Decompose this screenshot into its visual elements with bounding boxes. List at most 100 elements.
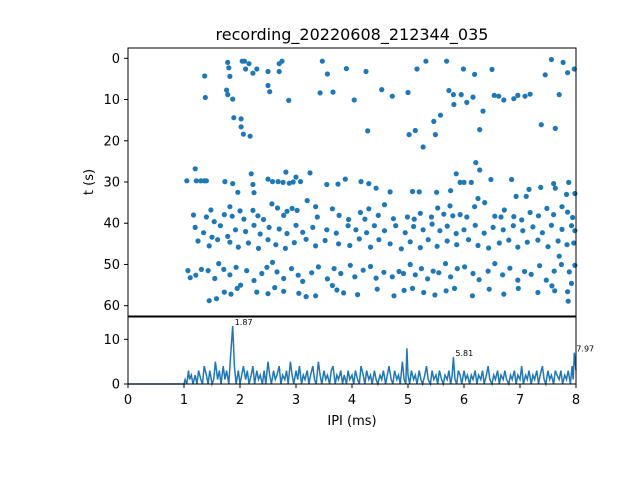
scatter-point (538, 184, 544, 190)
scatter-point (477, 167, 483, 173)
scatter-point (184, 178, 190, 184)
scatter-point (367, 263, 374, 270)
scatter-point (464, 99, 470, 105)
scatter-point (351, 97, 357, 103)
scatter-point (228, 291, 234, 297)
scatter-point (559, 226, 565, 232)
scatter-point (264, 264, 270, 270)
scatter-point (513, 193, 519, 199)
scatter-point (251, 277, 257, 284)
scatter-point (551, 181, 557, 187)
scatter-point (367, 244, 374, 250)
scatter-point (276, 226, 282, 232)
scatter-point (515, 244, 521, 250)
scatter-point (238, 116, 244, 122)
scatter-point (227, 73, 233, 79)
scatter-point (269, 179, 276, 185)
scatter-point (257, 231, 263, 237)
scatter-point (412, 127, 418, 134)
scatter-point (192, 224, 198, 230)
scatter-point (486, 245, 492, 251)
scatter-point (406, 132, 412, 138)
scatter-point (570, 214, 576, 221)
scatter-point (303, 294, 309, 300)
scatter-point (548, 222, 555, 228)
scatter-point (209, 234, 215, 240)
scatter-point (448, 188, 454, 194)
scatter-point (434, 243, 440, 249)
scatter-point (425, 237, 431, 243)
scatter-point (267, 89, 273, 95)
scatter-point (212, 275, 218, 282)
scatter-point (225, 233, 231, 239)
scatter-point (216, 261, 222, 267)
scatter-point (243, 228, 249, 235)
scatter-point (296, 290, 302, 296)
scatter-point (556, 253, 562, 259)
scatter-point (521, 268, 528, 275)
scatter-point (475, 242, 481, 249)
scatter-point (202, 73, 208, 79)
y-tick-label: 10 (103, 93, 120, 108)
histogram-panel: 1.87 5.81 7.97 0 1 2 3 4 5 6 7 8 0 10 IPI (ms) (103, 316, 594, 429)
scatter-point (230, 181, 236, 187)
scatter-point (477, 127, 483, 133)
scatter-point (538, 122, 544, 128)
scatter-point (255, 213, 261, 219)
scatter-point (217, 223, 223, 229)
ipi-line (128, 325, 577, 387)
scatter-point (221, 289, 227, 295)
scatter-axes-frame (127, 47, 577, 317)
scatter-point (552, 185, 558, 191)
scatter-point (237, 208, 243, 214)
scatter-point (522, 93, 528, 99)
scatter-point (324, 276, 330, 282)
scatter-point (501, 207, 507, 213)
scatter-point (457, 212, 463, 218)
scatter-point (428, 214, 435, 220)
scatter-point (206, 298, 212, 304)
scatter-point (331, 266, 337, 272)
scatter-point (473, 160, 479, 166)
scatter-point (453, 171, 459, 177)
scatter-point (283, 169, 289, 175)
scatter-point (198, 266, 204, 272)
scatter-point (255, 245, 262, 251)
scatter-point (486, 286, 492, 292)
top-y-ticks: 0 10 20 30 40 50 60 (103, 52, 128, 314)
scatter-point (334, 287, 340, 293)
scatter-point (457, 179, 463, 185)
scatter-point (535, 213, 542, 219)
scatter-point (443, 288, 449, 294)
scatter-point (276, 68, 282, 75)
scatter-point (572, 190, 578, 197)
scatter-point (446, 87, 452, 94)
scatter-point (515, 277, 521, 283)
scatter-point (251, 190, 257, 196)
y-tick-label: 0 (112, 52, 120, 67)
scatter-point (472, 222, 478, 228)
scatter-point (374, 286, 380, 292)
scatter-point (552, 125, 558, 131)
scatter-point (390, 216, 396, 222)
scatter-point (520, 228, 526, 234)
scatter-point (421, 289, 427, 296)
scatter-point (324, 71, 330, 77)
x-tick-label: 6 (460, 393, 468, 408)
peak-annotations: 1.87 5.81 7.97 (235, 318, 594, 358)
scatter-point (565, 70, 571, 76)
scatter-point (247, 133, 253, 139)
scatter-point (329, 282, 335, 289)
scatter-point (230, 96, 236, 102)
scatter-point (442, 261, 449, 267)
scatter-point (558, 261, 565, 268)
scatter-point (430, 268, 436, 274)
scatter-point (469, 293, 475, 299)
y-tick-label: 30 (103, 176, 120, 191)
scatter-point (434, 189, 440, 195)
scatter-point (366, 181, 372, 187)
scatter-point (319, 58, 325, 64)
x-tick-label: 1 (180, 393, 188, 408)
scatter-point (250, 207, 256, 213)
scatter-point (515, 285, 521, 291)
